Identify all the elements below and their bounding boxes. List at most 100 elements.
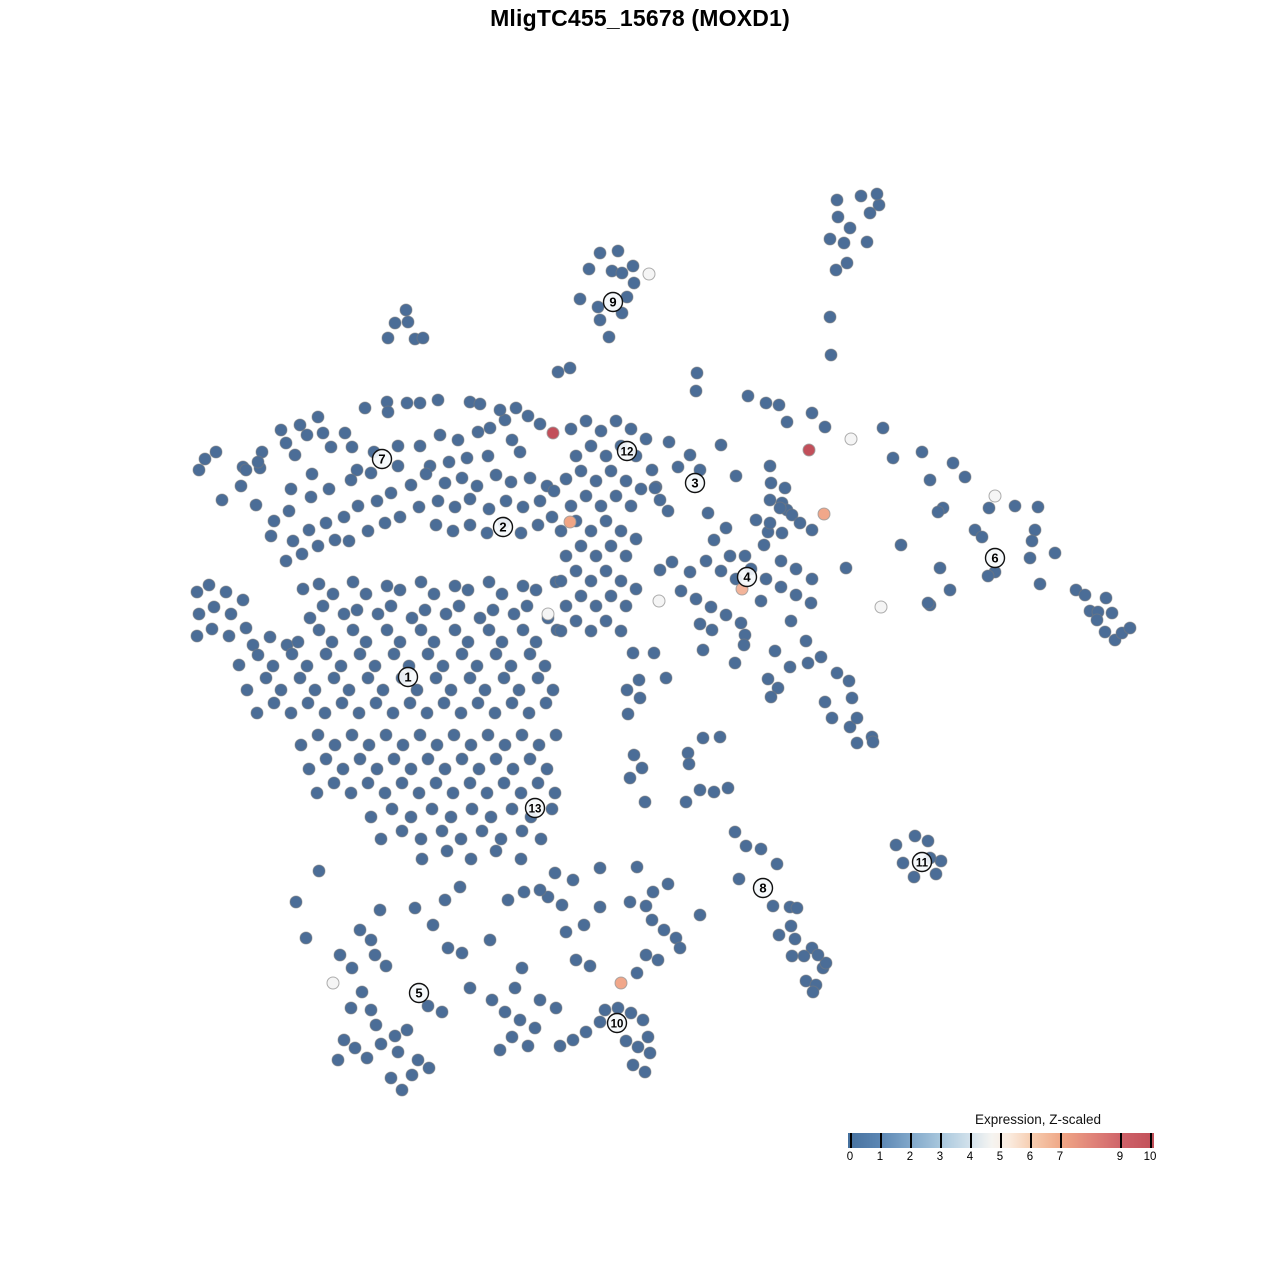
cell-point <box>435 824 449 838</box>
cell-point <box>335 696 349 710</box>
cell-point <box>495 635 509 649</box>
cell-point <box>621 707 635 721</box>
cell-point <box>763 516 777 530</box>
cell-point <box>364 810 378 824</box>
cell-point-highlight <box>326 976 340 990</box>
cell-point <box>460 451 474 465</box>
cell-point <box>540 762 554 776</box>
cell-point <box>662 435 676 449</box>
cell-point <box>933 561 947 575</box>
cell-point <box>533 494 547 508</box>
cell-point <box>823 232 837 246</box>
cell-point <box>683 448 697 462</box>
cell-point <box>222 629 236 643</box>
cell-point <box>804 596 818 610</box>
cell-point <box>513 445 527 459</box>
cell-point <box>359 635 373 649</box>
cell-point <box>785 508 799 522</box>
cell-point <box>714 564 728 578</box>
legend-tick-mark <box>970 1133 972 1148</box>
cell-point <box>569 449 583 463</box>
cell-point <box>202 578 216 592</box>
cell-point <box>360 1051 374 1065</box>
cell-point <box>350 463 364 477</box>
cell-point <box>729 469 743 483</box>
cell-point <box>263 630 277 644</box>
cell-point <box>626 259 640 273</box>
cell-point <box>368 948 382 962</box>
cell-point <box>734 616 748 630</box>
cell-point <box>300 428 314 442</box>
cell-point <box>764 476 778 490</box>
cell-point <box>455 752 469 766</box>
cell-point <box>661 504 675 518</box>
cell-point <box>499 494 513 508</box>
cell-point <box>441 941 455 955</box>
cell-point <box>484 810 498 824</box>
cell-point <box>207 600 221 614</box>
cell-point <box>521 409 535 423</box>
cell-point <box>421 999 435 1013</box>
cell-point <box>824 348 838 362</box>
cell-point <box>429 776 443 790</box>
cell-point <box>300 659 314 673</box>
cell-point <box>599 449 613 463</box>
cell-point <box>823 310 837 324</box>
cell-point <box>327 776 341 790</box>
cell-point <box>801 656 815 670</box>
cell-point <box>219 585 233 599</box>
cell-point <box>264 529 278 543</box>
cluster-label-12: 12 <box>616 440 638 462</box>
cell-point <box>358 401 372 415</box>
cell-point <box>470 479 484 493</box>
cell-point <box>461 635 475 649</box>
cell-point <box>584 574 598 588</box>
cell-point <box>473 611 487 625</box>
cell-point <box>516 500 530 514</box>
svg-text:9: 9 <box>609 295 616 310</box>
legend-tick-mark <box>910 1133 912 1148</box>
cell-point <box>931 505 945 519</box>
cell-point <box>361 776 375 790</box>
cell-point <box>604 539 618 553</box>
cell-point <box>1033 577 1047 591</box>
cell-point <box>455 647 469 661</box>
cell-point <box>593 1015 607 1029</box>
cell-point <box>505 802 519 816</box>
cell-point <box>353 923 367 937</box>
cell-point <box>673 941 687 955</box>
cell-point <box>529 583 543 597</box>
cell-point <box>395 1083 409 1097</box>
cell-point <box>294 738 308 752</box>
cell-point <box>619 474 633 488</box>
cell-point <box>461 583 475 597</box>
cell-point <box>632 673 646 687</box>
cell-point <box>266 659 280 673</box>
cell-point <box>498 738 512 752</box>
cell-point-highlight <box>988 489 1002 503</box>
cell-point <box>438 762 452 776</box>
cell-point <box>549 1001 563 1015</box>
cell-point <box>630 860 644 874</box>
cell-point <box>463 671 477 685</box>
cell-point <box>497 776 511 790</box>
cell-point <box>1028 523 1042 537</box>
cell-point <box>414 575 428 589</box>
cell-point <box>638 795 652 809</box>
cell-point <box>514 852 528 866</box>
cell-point <box>515 824 529 838</box>
cell-point <box>391 439 405 453</box>
svg-text:6: 6 <box>991 551 998 566</box>
cell-point <box>384 1071 398 1085</box>
cell-point <box>1090 613 1104 627</box>
cell-point <box>1031 500 1045 514</box>
legend-title: Expression, Z-scaled <box>974 1112 1102 1127</box>
legend-tick-label: 5 <box>996 1151 1004 1163</box>
cell-point <box>689 384 703 398</box>
cell-point <box>696 731 710 745</box>
cell-point <box>506 762 520 776</box>
cell-point <box>494 832 508 846</box>
cell-point <box>405 611 419 625</box>
cell-point <box>376 683 390 697</box>
cell-point <box>1008 499 1022 513</box>
